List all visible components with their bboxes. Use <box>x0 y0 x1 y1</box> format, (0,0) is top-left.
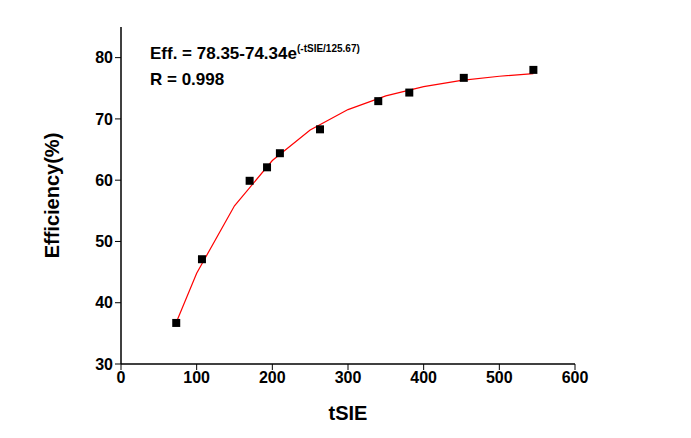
svg-text:300: 300 <box>335 369 362 386</box>
svg-text:400: 400 <box>410 369 437 386</box>
html-text:Eff. = 78.35-74.34e(-tSIE/125.: Eff. = 78.35-74.34e(-tSIE/125.67) <box>150 43 360 63</box>
svg-text:30: 30 <box>95 356 113 373</box>
svg-text:600: 600 <box>562 369 589 386</box>
svg-text:40: 40 <box>95 294 113 311</box>
svg-text:500: 500 <box>486 369 513 386</box>
svg-text:tSIE: tSIE <box>329 402 368 424</box>
svg-text:0: 0 <box>117 369 126 386</box>
svg-text:50: 50 <box>95 233 113 250</box>
html-text:R = 0.998: R = 0.998 <box>150 69 225 89</box>
svg-text:60: 60 <box>95 172 113 189</box>
svg-text:200: 200 <box>259 369 286 386</box>
svg-text:70: 70 <box>95 111 113 128</box>
svg-text:100: 100 <box>183 369 210 386</box>
svg-text:80: 80 <box>95 49 113 66</box>
svg-text:Efficiency(%): Efficiency(%) <box>41 133 63 259</box>
